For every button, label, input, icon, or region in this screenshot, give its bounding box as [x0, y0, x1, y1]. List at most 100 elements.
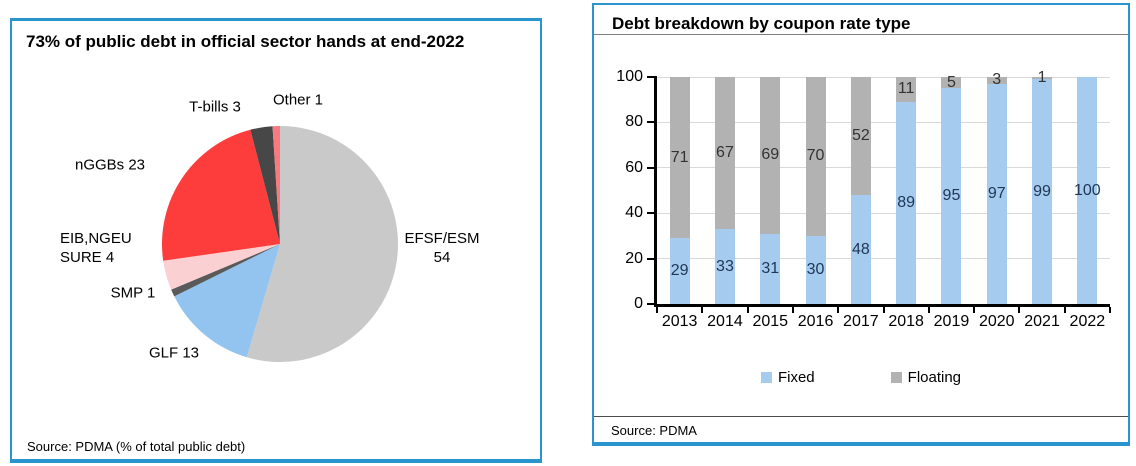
bar-segment-fixed-2015	[760, 233, 781, 304]
pie-slice-efsf-esm	[246, 126, 399, 362]
y-axis-label: 0	[634, 295, 643, 312]
gridline-60	[657, 167, 1110, 169]
legend-item-fixed: Fixed	[760, 368, 815, 386]
pie-chart	[161, 126, 399, 362]
pie-label-smp: SMP 1	[111, 284, 156, 303]
legend-swatch-floating	[890, 371, 902, 383]
pie-slice-other	[272, 126, 280, 244]
x-axis-tick	[1063, 307, 1066, 313]
bar-value-label-floating-2018: 11	[897, 80, 915, 98]
pie-slice-eib-ngeu-sure	[163, 244, 280, 290]
bar-value-label-fixed-2014: 33	[716, 257, 734, 275]
bar-segment-floating-2021	[1032, 77, 1053, 80]
title-separator-line	[594, 34, 1128, 35]
bar-segment-floating-2014	[714, 77, 735, 230]
pie-slice-nggbs	[161, 129, 280, 261]
pie-slice-t-bills	[250, 126, 280, 244]
y-axis-tick	[647, 303, 654, 305]
y-axis-label: 100	[616, 68, 643, 85]
y-axis-label: 80	[625, 113, 643, 131]
y-axis-tick	[647, 166, 654, 169]
y-axis-label: 40	[625, 204, 643, 222]
bar-value-label-fixed-2016: 30	[806, 260, 825, 278]
bar-segment-fixed-2014	[714, 229, 735, 304]
pie-label-other: Other 1	[273, 91, 323, 110]
bar-segment-fixed-2020	[986, 83, 1007, 304]
x-axis-label-2014: 2014	[707, 313, 743, 330]
legend-label-fixed: Fixed	[777, 368, 815, 386]
y-axis-tick	[647, 212, 654, 215]
y-axis-label: 60	[625, 158, 643, 176]
x-axis-tick	[973, 307, 976, 313]
bar-segment-floating-2019	[941, 77, 962, 89]
x-axis-tick	[656, 307, 658, 313]
y-axis-tick	[647, 76, 654, 78]
y-axis-tick	[647, 121, 654, 124]
bar-segment-fixed-2022	[1077, 77, 1098, 304]
pie-label-line: GLF 13	[148, 344, 200, 362]
pie-label-t-bills: T-bills 3	[189, 98, 241, 117]
bar-segment-floating-2016	[805, 77, 826, 236]
bar-segment-fixed-2017	[850, 195, 871, 304]
bar-value-label-floating-2013: 71	[670, 148, 689, 166]
bar-source-note: Source: PDMA	[611, 423, 697, 438]
bar-value-label-fixed-2021: 99	[1033, 182, 1051, 200]
y-axis-label: 20	[625, 249, 643, 267]
bar-segment-floating-2018	[896, 77, 917, 102]
pie-label-glf: GLF 13	[149, 344, 199, 363]
pie-label-line: T-bills 3	[189, 98, 241, 116]
x-axis-label-2017: 2017	[843, 313, 879, 330]
x-axis-label-2020: 2020	[978, 313, 1015, 330]
pie-label-line: SMP 1	[110, 284, 156, 302]
x-axis-tick	[1109, 307, 1111, 313]
legend: Fixed Floating	[594, 368, 1128, 386]
x-axis-label-2015: 2015	[752, 313, 789, 330]
pie-slice-smp	[171, 244, 280, 297]
gridline-40	[657, 212, 1110, 214]
pie-label-line: Other 1	[272, 91, 324, 109]
bar-value-label-fixed-2018: 89	[897, 193, 916, 211]
pie-label-eib-ngeu-sure: EIB,NGEU SURE 4	[60, 229, 132, 267]
bar-value-label-fixed-2020: 97	[987, 184, 1006, 202]
pie-chart-panel: 73% of public debt in official sector ha…	[10, 18, 542, 463]
bar-value-label-floating-2014: 67	[716, 144, 734, 162]
bar-segment-fixed-2018	[896, 101, 917, 304]
bar-segment-floating-2015	[760, 77, 781, 234]
x-axis-tick	[1018, 307, 1021, 313]
bar-segment-fixed-2021	[1032, 79, 1053, 304]
legend-label-floating: Floating	[907, 368, 962, 386]
bar-chart-panel: Debt breakdown by coupon rate type 0 20 40…	[592, 3, 1130, 446]
x-axis-label-2021: 2021	[1024, 313, 1060, 330]
bar-value-label-fixed-2022: 100	[1073, 181, 1101, 199]
x-axis-tick	[746, 307, 749, 313]
bar-segment-fixed-2019	[941, 88, 962, 304]
pie-source-note: Source: PDMA (% of total public debt)	[27, 439, 246, 454]
bar-value-label-fixed-2017: 48	[851, 240, 870, 258]
x-axis-label-2013: 2013	[661, 313, 698, 330]
bar-segment-floating-2017	[850, 77, 871, 196]
bar-segment-fixed-2016	[805, 235, 826, 304]
bar-value-label-floating-2016: 70	[806, 147, 825, 165]
bar-value-label-floating-2017: 52	[851, 127, 870, 145]
bar-value-label-fixed-2015: 31	[761, 259, 780, 277]
legend-swatch-fixed	[760, 371, 772, 383]
x-axis-tick	[837, 307, 840, 313]
x-axis-label-2016: 2016	[797, 313, 834, 330]
x-axis-label-2019: 2019	[933, 313, 970, 330]
bar-value-label-floating-2015: 69	[761, 146, 780, 164]
pie-label-line: nGGBs 23	[74, 156, 146, 174]
pie-slice-glf	[174, 244, 280, 358]
bar-value-label-fixed-2013: 29	[670, 262, 689, 280]
bar-segment-floating-2013	[669, 77, 690, 239]
x-axis-tick	[927, 307, 930, 313]
gridline-80	[657, 121, 1110, 123]
stacked-bar-plot-area: 0 20 40 60 80 100 29 71 2013 33 67 2014 31 69 2015 30 70…	[616, 68, 1111, 330]
pie-label-nggbs: nGGBs 23	[75, 156, 145, 175]
bar-segment-fixed-2013	[669, 238, 690, 304]
pie-label-efsf-esm: EFSF/ESM 54	[404, 229, 479, 267]
source-separator-line	[594, 416, 1128, 417]
bar-segment-floating-2020	[986, 77, 1007, 84]
pie-label-line: SURE 4	[60, 249, 115, 266]
pie-label-line: EFSF/ESM	[404, 230, 480, 247]
x-axis-line	[654, 304, 1110, 307]
